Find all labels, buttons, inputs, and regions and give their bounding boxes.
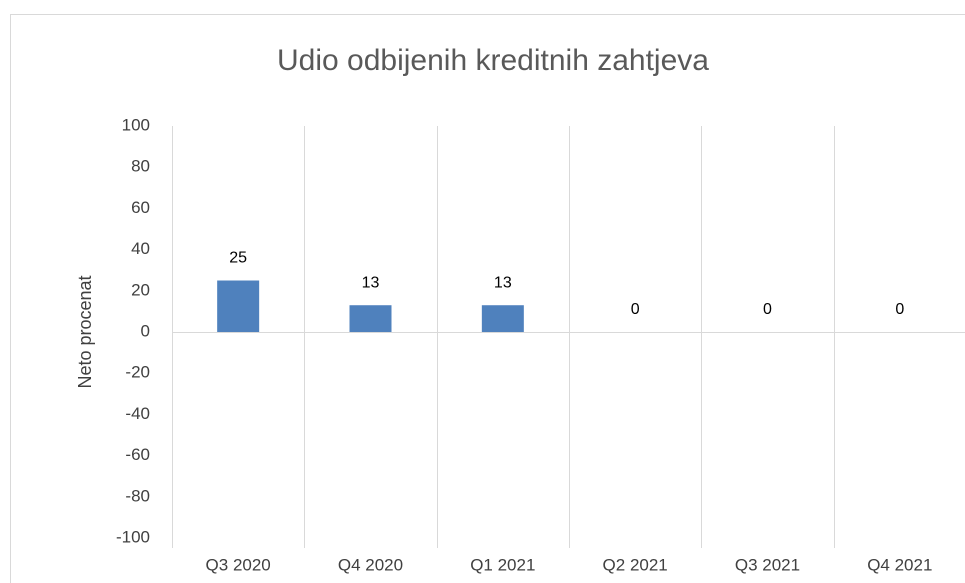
y-tick-label: -60: [125, 445, 150, 464]
data-label: 0: [895, 301, 904, 318]
y-tick-label: -80: [125, 486, 150, 505]
y-tick-label: -100: [116, 527, 150, 546]
bar: [217, 280, 260, 332]
data-label: 13: [494, 274, 512, 291]
y-tick-label: 80: [131, 157, 150, 176]
x-tick-label: Q1 2021: [470, 555, 535, 574]
chart-border: [10, 14, 965, 583]
chart-title: Udio odbijenih kreditnih zahtjeva: [277, 44, 709, 77]
x-tick-label: Q4 2020: [338, 555, 403, 574]
data-label: 13: [362, 274, 380, 291]
bar: [481, 305, 524, 332]
y-tick-label: -40: [125, 404, 150, 423]
y-tick-label: 100: [122, 115, 150, 134]
data-label: 25: [229, 250, 247, 267]
x-tick-label: Q4 2021: [867, 555, 932, 574]
data-label: 0: [631, 301, 640, 318]
y-tick-label: 60: [131, 198, 150, 217]
y-tick-label: 20: [131, 280, 150, 299]
x-tick-label: Q3 2020: [206, 555, 271, 574]
y-tick-label: 0: [141, 321, 150, 340]
x-tick-label: Q2 2021: [603, 555, 668, 574]
y-axis-title: Neto procenat: [75, 275, 95, 388]
x-tick-label: Q3 2021: [735, 555, 800, 574]
y-tick-label: -20: [125, 363, 150, 382]
y-tick-label: 40: [131, 239, 150, 258]
data-label: 0: [763, 301, 772, 318]
bar: [349, 305, 392, 332]
